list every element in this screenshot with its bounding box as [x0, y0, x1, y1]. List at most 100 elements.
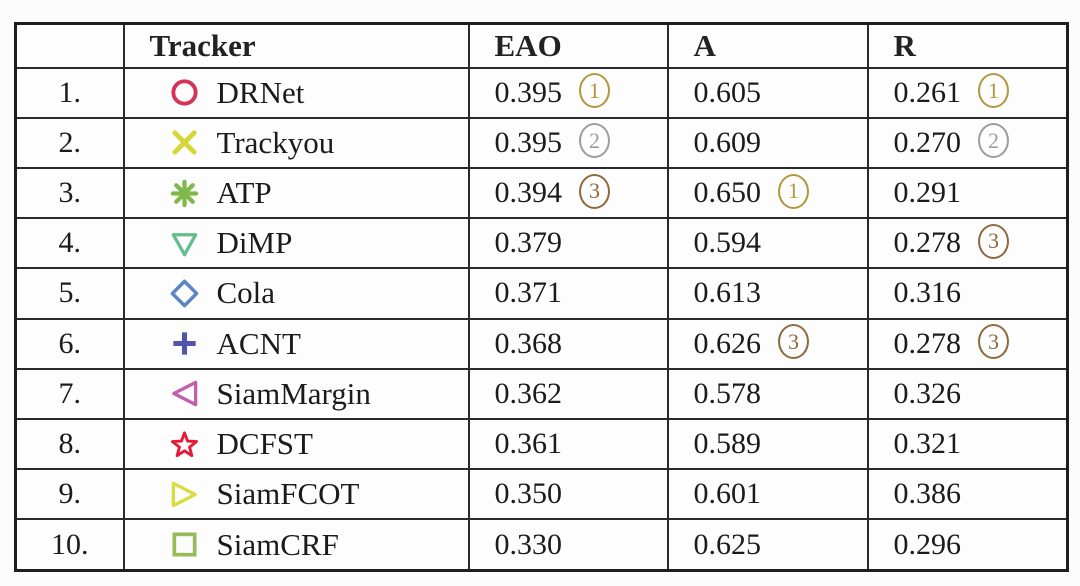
- eao-value: 0.350: [494, 477, 563, 511]
- r-value: 0.261: [893, 75, 962, 109]
- rank-cell: 5.: [14, 267, 125, 320]
- a-cell: 0.594: [666, 217, 869, 270]
- table-row: 10. SiamCRF 0.330 0.625 0.296: [14, 518, 1069, 572]
- tracker-name: SiamFCOT: [216, 476, 360, 512]
- rank-number: 7.: [58, 376, 82, 410]
- table-row: 1. DRNet 0.395 1 0.605 0.261 1: [14, 66, 1069, 119]
- rank-cell: 7.: [14, 367, 125, 421]
- rank-cell: 1.: [14, 66, 125, 119]
- rank-cell: 8.: [14, 418, 125, 471]
- r-cell: 0.270 2: [866, 116, 1069, 169]
- a-value: 0.594: [693, 226, 762, 260]
- a-value: 0.605: [693, 75, 762, 109]
- tracker-cell: DiMP: [122, 217, 470, 270]
- a-column-header: A: [666, 22, 869, 69]
- r-value: 0.291: [893, 176, 962, 210]
- eao-value: 0.395: [494, 75, 563, 109]
- tracker-name: DiMP: [216, 225, 293, 261]
- results-table: Tracker EAO A R 1. DRNet 0.395 1 0.605 0.261 1…: [14, 22, 1069, 572]
- a-cell: 0.589: [666, 418, 869, 471]
- plus-marker-icon: [172, 332, 196, 355]
- tracker-cell: SiamMargin: [122, 367, 470, 421]
- rank-column-header: [14, 22, 125, 69]
- eao-cell: 0.371: [467, 267, 669, 320]
- a-cell: 0.605: [666, 66, 869, 119]
- a-cell: 0.613: [666, 267, 869, 320]
- rank-3-medal-badge: 3: [978, 223, 1009, 259]
- rank-number: 6.: [58, 326, 82, 360]
- r-cell: 0.261 1: [866, 66, 1069, 119]
- eao-value: 0.371: [494, 276, 563, 310]
- r-value: 0.278: [893, 226, 962, 260]
- rank-number: 5.: [58, 276, 82, 310]
- eao-value: 0.368: [494, 326, 563, 360]
- rank-3-medal-badge: 3: [978, 324, 1009, 360]
- a-cell: 0.626 3: [666, 317, 869, 370]
- a-cell: 0.609: [666, 116, 869, 169]
- rank-number: 2.: [58, 125, 82, 159]
- r-value: 0.278: [893, 326, 962, 360]
- rank-cell: 6.: [14, 317, 125, 370]
- rank-number: 1.: [58, 75, 82, 109]
- diamond-marker-icon: [170, 279, 198, 308]
- a-cell: 0.601: [666, 468, 869, 521]
- a-value: 0.609: [693, 125, 762, 159]
- tracker-name: SiamMargin: [216, 375, 371, 411]
- eao-cell: 0.395 2: [467, 116, 669, 169]
- tracker-results-table: Tracker EAO A R 1. DRNet 0.395 1 0.605 0.261 1…: [14, 22, 1069, 572]
- rank-number: 3.: [58, 176, 82, 210]
- a-value: 0.626: [693, 326, 762, 360]
- r-value: 0.296: [893, 527, 962, 561]
- rank-cell: 2.: [14, 116, 125, 169]
- r-value: 0.326: [893, 376, 962, 410]
- r-cell: 0.278 3: [866, 217, 1069, 270]
- r-cell: 0.296: [866, 518, 1069, 572]
- eao-value: 0.330: [494, 527, 563, 561]
- rank-cell: 3.: [14, 166, 125, 220]
- square-marker-icon: [171, 532, 197, 557]
- triangle-right-marker-icon: [171, 481, 197, 508]
- eao-cell: 0.395 1: [467, 66, 669, 119]
- tracker-cell: SiamCRF: [122, 518, 470, 572]
- tracker-name: DRNet: [216, 74, 305, 110]
- rank-number: 8.: [58, 427, 82, 461]
- r-value: 0.321: [893, 427, 962, 461]
- rank-number: 4.: [58, 226, 82, 260]
- tracker-cell: Cola: [122, 267, 470, 320]
- eao-cell: 0.368: [467, 317, 669, 370]
- tracker-name: SiamCRF: [216, 526, 339, 562]
- r-cell: 0.326: [866, 367, 1069, 421]
- tracker-cell: ATP: [122, 166, 470, 220]
- rank-3-medal-badge: 3: [579, 173, 610, 209]
- tracker-cell: DCFST: [122, 418, 470, 471]
- r-cell: 0.386: [866, 468, 1069, 521]
- results-table-body: 1. DRNet 0.395 1 0.605 0.261 1 2. Trackyou 0.395 2…: [14, 66, 1069, 572]
- table-row: 6. ACNT 0.368 0.626 3 0.278 3: [14, 317, 1069, 370]
- r-column-header: R: [866, 22, 1069, 69]
- tracker-cell: SiamFCOT: [122, 468, 470, 521]
- rank-3-medal-badge: 3: [778, 324, 809, 360]
- eao-cell: 0.350: [467, 468, 669, 521]
- r-value: 0.270: [893, 125, 962, 159]
- rank-1-medal-badge: 1: [978, 73, 1009, 109]
- x-cross-marker-icon: [171, 130, 197, 155]
- rank-1-medal-badge: 1: [579, 73, 610, 109]
- r-value: 0.316: [893, 276, 962, 310]
- r-cell: 0.316: [866, 267, 1069, 320]
- eao-cell: 0.361: [467, 418, 669, 471]
- rank-cell: 4.: [14, 217, 125, 270]
- a-cell: 0.625: [666, 518, 869, 572]
- table-row: 2. Trackyou 0.395 2 0.609 0.270 2: [14, 116, 1069, 169]
- tracker-name: ATP: [216, 175, 272, 211]
- a-value: 0.650: [693, 176, 762, 210]
- tracker-name: Trackyou: [216, 124, 335, 160]
- table-row: 3. ATP 0.394 3 0.650 1 0.291: [14, 166, 1069, 220]
- table-row: 4. DiMP 0.379 0.594 0.278 3: [14, 217, 1069, 270]
- r-cell: 0.278 3: [866, 317, 1069, 370]
- eao-value: 0.394: [494, 176, 563, 210]
- a-cell: 0.650 1: [666, 166, 869, 220]
- a-value: 0.625: [693, 527, 762, 561]
- rank-1-medal-badge: 1: [778, 173, 809, 209]
- tracker-name: ACNT: [216, 325, 301, 361]
- a-value: 0.613: [693, 276, 762, 310]
